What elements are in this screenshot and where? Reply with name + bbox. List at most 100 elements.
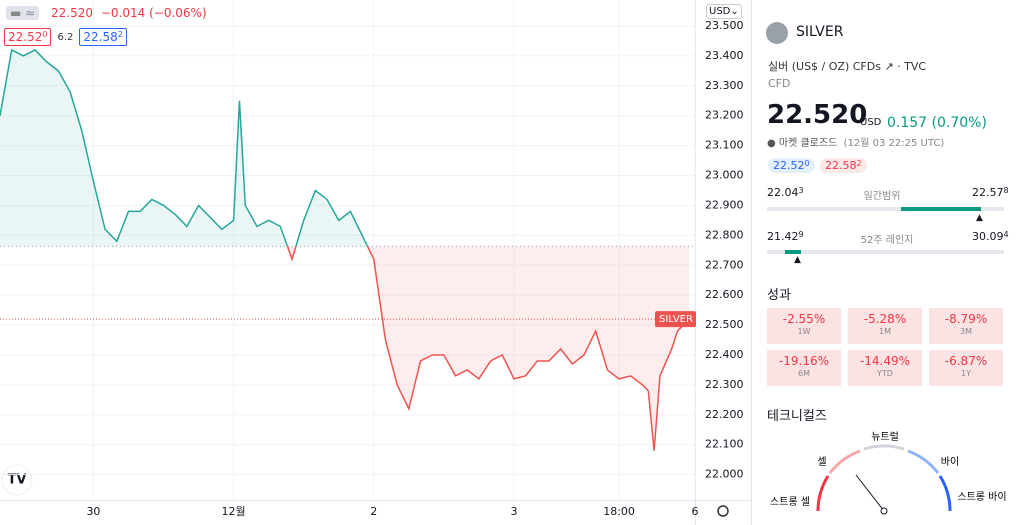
- kind: CFD: [768, 77, 791, 90]
- x-tick-label: 18:00: [603, 505, 635, 518]
- y-tick-label: 22.100: [705, 438, 744, 451]
- performance-value: -8.79%: [944, 312, 988, 326]
- y-tick-label: 23.500: [705, 19, 744, 32]
- performance-cell[interactable]: -5.28% 1M: [848, 308, 922, 344]
- y-tick-label: 22.200: [705, 408, 744, 421]
- performance-period: 1W: [797, 327, 811, 336]
- x-tick-label: 2: [370, 505, 377, 518]
- description: 실버 (US$ / OZ) CFDs: [768, 60, 881, 73]
- year-label: 52주 레인지: [860, 235, 914, 246]
- gauge-needle: [855, 474, 885, 512]
- buy-button[interactable]: 22.582: [79, 28, 127, 46]
- legend-toggle[interactable]: ▬ ≈: [6, 6, 40, 20]
- y-tick-label: 22.900: [705, 198, 744, 211]
- chart: TV 22.000 22.100 22.200 22.300 22.400 22.500 2…: [0, 0, 752, 525]
- performance-period: 6M: [798, 369, 810, 378]
- buy-price: 22.58: [83, 30, 118, 44]
- series-name: SILVER: [659, 314, 693, 325]
- gauge-label: 바이: [941, 456, 959, 468]
- performance-cell[interactable]: -19.16% 6M: [767, 350, 841, 386]
- y-tick-label: 23.300: [705, 79, 744, 92]
- x-tick-label: 3: [510, 505, 517, 518]
- y-tick-label: 23.100: [705, 139, 744, 152]
- sell-price: 22.52: [8, 30, 43, 44]
- performance-cell[interactable]: -6.87% 1Y: [929, 350, 1003, 386]
- price-change: 0.157 (0.70%): [887, 115, 987, 131]
- gauge-strong-sell: [816, 475, 830, 512]
- panel: SILVER 실버 (US$ / OZ) CFDs ↗ · TVC CFD 22…: [752, 0, 1017, 525]
- y-tick-label: 22.300: [705, 378, 744, 391]
- year-range-track: [767, 250, 1004, 254]
- source: TVC: [904, 60, 927, 73]
- year-range-marker: ▲: [794, 255, 801, 265]
- ask-price: 22.58: [825, 159, 857, 172]
- year-low: 21.42: [767, 230, 799, 243]
- svg-text:TV: TV: [8, 473, 27, 488]
- performance-value: -14.49%: [859, 354, 911, 368]
- settings-icon[interactable]: [717, 505, 729, 517]
- price-currency: USD: [860, 117, 882, 128]
- gauge-label: 뉴트럴: [871, 430, 899, 443]
- x-tick-label: 30: [86, 505, 100, 518]
- y-tick-label: 22.400: [705, 348, 744, 361]
- performance-period: 1M: [879, 327, 891, 336]
- performance-cell[interactable]: -8.79% 3M: [929, 308, 1003, 344]
- sell-button[interactable]: 22.520: [4, 28, 52, 46]
- bid: 22.520: [768, 158, 815, 173]
- status: 마켓 클로즈드: [778, 138, 838, 149]
- x-tick-label: 12월: [222, 505, 246, 518]
- day-high: 22.57: [972, 186, 1004, 199]
- spread: 6.2: [57, 31, 74, 43]
- currency: USD: [709, 6, 731, 17]
- performance-value: -6.87%: [944, 354, 988, 368]
- y-tick-label: 22.500: [705, 318, 744, 331]
- gauge-strong-buy: [938, 475, 952, 512]
- performance-title: 성과: [767, 288, 791, 303]
- day-range-marker: ▲: [976, 213, 983, 223]
- gauge: 뉴트럴 셀 바이 스트롱 셀 스트롱 바이: [770, 430, 1007, 515]
- y-tick-label: 23.200: [705, 109, 744, 122]
- time: (12월 03 22:25 UTC): [843, 138, 945, 149]
- price: 22.520: [767, 100, 868, 130]
- year-low-sup: 9: [798, 230, 804, 239]
- buy-sup: 2: [117, 30, 123, 39]
- chart-bg: [0, 0, 752, 525]
- series-tag: [655, 311, 696, 328]
- bid-price: 22.52: [773, 159, 805, 172]
- x-tick-label: 6: [692, 505, 699, 518]
- ask: 22.582: [820, 158, 867, 173]
- performance-period: YTD: [877, 369, 893, 378]
- performance-value: -2.55%: [782, 312, 826, 326]
- gauge-buy: [907, 449, 940, 474]
- line-up: [0, 48, 369, 247]
- performance-period: 3M: [960, 327, 972, 336]
- area-up: [0, 49, 690, 247]
- day-low-sup: 3: [798, 186, 804, 195]
- area-down: [287, 246, 690, 451]
- y-tick-label: 22.700: [705, 258, 744, 271]
- performance-cell[interactable]: -2.55% 1W: [767, 308, 841, 344]
- day-high-sup: 8: [1003, 186, 1009, 195]
- y-tick-label: 23.400: [705, 49, 744, 62]
- legend-change: −0.014 (−0.06%): [100, 6, 207, 20]
- year-range-fill: [785, 250, 801, 254]
- day-range-fill: [901, 207, 981, 211]
- year-high-sup: 4: [1003, 230, 1009, 239]
- gauge-pivot: [880, 507, 888, 515]
- day-label: 일간범위: [863, 191, 901, 202]
- trade-buttons: 22.520 6.2 22.582: [4, 28, 127, 46]
- gauge-label: 스트롱 바이: [957, 491, 1006, 503]
- legend: ▬ ≈ 22.520 −0.014 (−0.06%): [6, 6, 207, 20]
- gauge-label: 스트롱 셀: [770, 496, 810, 508]
- symbol[interactable]: SILVER: [796, 24, 844, 40]
- y-tick-label: 22.000: [705, 468, 744, 481]
- performance-cell[interactable]: -14.49% YTD: [848, 350, 922, 386]
- legend-price: 22.520: [51, 6, 94, 20]
- gauge-neutral: [863, 444, 905, 451]
- performance-period: 1Y: [961, 369, 971, 378]
- tv-logo: TV: [1, 464, 33, 496]
- currency-select[interactable]: USD⌄: [706, 4, 742, 19]
- bid-sup: 0: [804, 159, 810, 168]
- year-high: 30.09: [972, 230, 1004, 243]
